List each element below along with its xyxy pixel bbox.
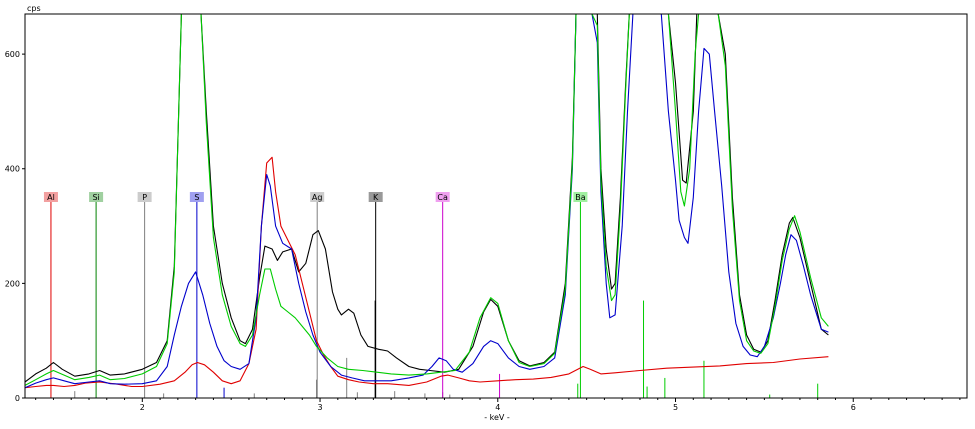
element-marker-badge — [43, 192, 58, 202]
x-tick-label: 2 — [140, 403, 145, 412]
x-tick-label: 3 — [317, 403, 322, 412]
element-marker-label: Si — [92, 193, 99, 202]
y-tick-label: 400 — [5, 165, 20, 174]
plot-frame — [24, 13, 968, 399]
element-marker-badge — [189, 192, 204, 202]
y-tick-label: 0 — [15, 394, 20, 403]
element-marker-label: S — [194, 193, 199, 202]
element-marker-badge — [435, 192, 450, 202]
x-tick-label: 6 — [851, 403, 856, 412]
spectrum-series-line — [25, 156, 829, 389]
element-marker-label: Al — [47, 193, 55, 202]
y-tick-label: 200 — [5, 279, 20, 288]
element-marker-badge — [137, 192, 152, 202]
element-marker-label: K — [373, 193, 379, 202]
spectrum-series-line — [25, 14, 829, 386]
element-marker-badge — [89, 192, 104, 202]
element-marker-badge — [310, 192, 325, 202]
y-axis-label: cps — [27, 4, 41, 13]
element-marker-label: Ba — [575, 193, 585, 202]
spectrum-series-line — [25, 14, 829, 383]
element-marker-badge — [368, 192, 383, 202]
y-tick-label: 600 — [5, 50, 20, 59]
x-tick-label: 4 — [495, 403, 500, 412]
x-axis-label: - keV - — [484, 413, 510, 422]
element-marker-badge — [573, 192, 588, 202]
element-marker-label: Ca — [437, 193, 448, 202]
x-tick-label: 5 — [673, 403, 678, 412]
element-marker-label: P — [142, 193, 147, 202]
spectrum-series-line — [25, 14, 829, 389]
element-marker-label: Ag — [312, 193, 323, 202]
